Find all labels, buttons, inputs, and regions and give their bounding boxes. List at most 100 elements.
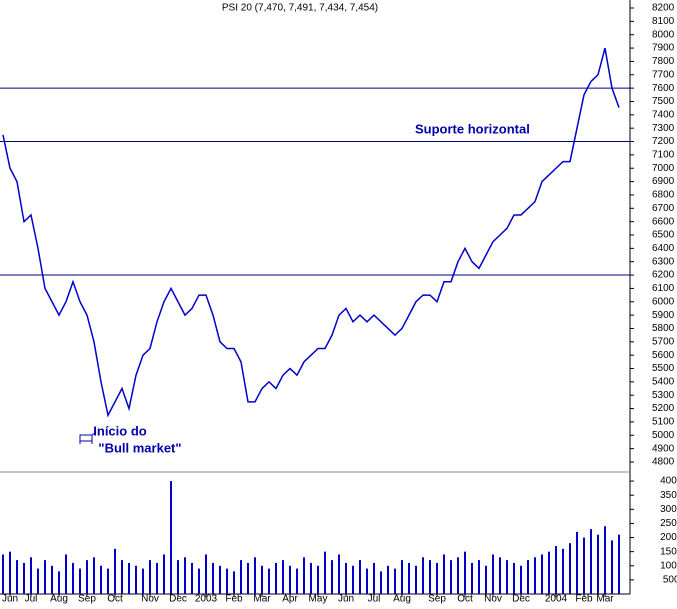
volume-bar <box>415 565 417 594</box>
y-tick-label: 5400 <box>652 377 675 388</box>
x-tick-label: Jul <box>25 594 38 604</box>
x-tick-label: 2003 <box>195 594 218 604</box>
volume-bar <box>338 554 340 594</box>
x-tick-label: 2004 <box>545 594 568 604</box>
y-tick-label: 6800 <box>652 190 675 201</box>
annotation: Suporte horizontal <box>415 121 530 136</box>
x-tick-label: Nov <box>141 594 159 604</box>
volume-bar <box>184 557 186 594</box>
volume-bar <box>443 554 445 594</box>
x-tick-label: Dec <box>512 594 530 604</box>
volume-bar <box>499 557 501 594</box>
y-tick-label: 6700 <box>652 203 675 214</box>
y-tick-label: 6300 <box>652 256 675 267</box>
volume-bar <box>156 562 158 594</box>
y-tick-label: 5100 <box>652 417 675 428</box>
volume-bar <box>128 562 130 594</box>
volume-bar <box>401 560 403 594</box>
x-tick-label: Aug <box>393 594 411 604</box>
volume-bar <box>590 529 592 594</box>
y-tick-label: 6000 <box>652 296 675 307</box>
y-tick-label: 7000 <box>652 163 675 174</box>
volume-bar <box>163 554 165 594</box>
volume-bar <box>303 557 305 594</box>
volume-bar <box>16 560 18 594</box>
x-tick-label: Oct <box>107 594 123 604</box>
y2-tick-label: 25000 <box>660 518 677 529</box>
volume-bar <box>394 568 396 594</box>
volume-bar <box>457 557 459 594</box>
y-tick-label: 8000 <box>652 29 675 40</box>
y-tick-label: 8200 <box>652 3 675 14</box>
volume-bar <box>282 560 284 594</box>
volume-bar <box>331 560 333 594</box>
volume-bar <box>555 546 557 594</box>
volume-bar <box>65 554 67 594</box>
y-tick-label: 5500 <box>652 363 675 374</box>
y-tick-label: 7700 <box>652 69 675 80</box>
volume-bar <box>541 554 543 594</box>
y-tick-label: 7600 <box>652 83 675 94</box>
y-tick-label: 5700 <box>652 336 675 347</box>
x-tick-label: Jun <box>338 594 354 604</box>
volume-bar <box>107 568 109 594</box>
volume-bar <box>548 551 550 594</box>
volume-bar <box>191 562 193 594</box>
volume-bar <box>569 543 571 594</box>
y-tick-label: 7800 <box>652 56 675 67</box>
volume-bar <box>30 557 32 594</box>
y-tick-label: 7200 <box>652 136 675 147</box>
x-tick-label: Sep <box>428 594 446 604</box>
volume-bar <box>275 562 277 594</box>
y2-tick-label: 15000 <box>660 546 677 557</box>
volume-bar <box>611 540 613 594</box>
volume-bar <box>58 571 60 594</box>
volume-bar <box>51 565 53 594</box>
volume-bar <box>261 565 263 594</box>
volume-bar <box>464 551 466 594</box>
x-tick-label: Apr <box>282 594 298 604</box>
volume-bar <box>2 554 4 594</box>
volume-bar <box>23 562 25 594</box>
volume-bar <box>485 565 487 594</box>
x-tick-label: Feb <box>225 594 243 604</box>
volume-bar <box>79 568 81 594</box>
y2-tick-label: 30000 <box>660 504 677 515</box>
y-tick-label: 7300 <box>652 123 675 134</box>
y-tick-label: 7500 <box>652 96 675 107</box>
y-tick-label: 6500 <box>652 230 675 241</box>
volume-bar <box>506 560 508 594</box>
volume-bar <box>317 565 319 594</box>
volume-bar <box>450 560 452 594</box>
volume-bar <box>492 554 494 594</box>
volume-bar <box>471 562 473 594</box>
price-line <box>2 47 620 418</box>
volume-bar <box>100 565 102 594</box>
y-tick-label: 6900 <box>652 176 675 187</box>
volume-bar <box>198 568 200 594</box>
volume-bar <box>9 551 11 594</box>
volume-bar <box>429 560 431 594</box>
volume-bar <box>380 571 382 594</box>
volume-bar <box>359 560 361 594</box>
x-tick-label: Nov <box>484 594 502 604</box>
volume-bar <box>436 562 438 594</box>
volume-bar <box>247 562 249 594</box>
y-tick-label: 6600 <box>652 216 675 227</box>
y-tick-label: 4800 <box>652 457 675 468</box>
annotation: "Bull market" <box>98 440 181 455</box>
volume-bar <box>583 537 585 594</box>
volume-bar <box>72 562 74 594</box>
volume-bar <box>597 534 599 594</box>
x-tick-label: Feb <box>575 594 593 604</box>
y-tick-label: 5200 <box>652 403 675 414</box>
volume-bar <box>226 568 228 594</box>
volume-bar <box>618 534 620 594</box>
volume-bar <box>170 481 172 594</box>
volume-bar <box>534 557 536 594</box>
y-tick-label: 8100 <box>652 16 675 27</box>
y-tick-label: 4900 <box>652 443 675 454</box>
y-tick-label: 6400 <box>652 243 675 254</box>
volume-bar <box>86 560 88 594</box>
